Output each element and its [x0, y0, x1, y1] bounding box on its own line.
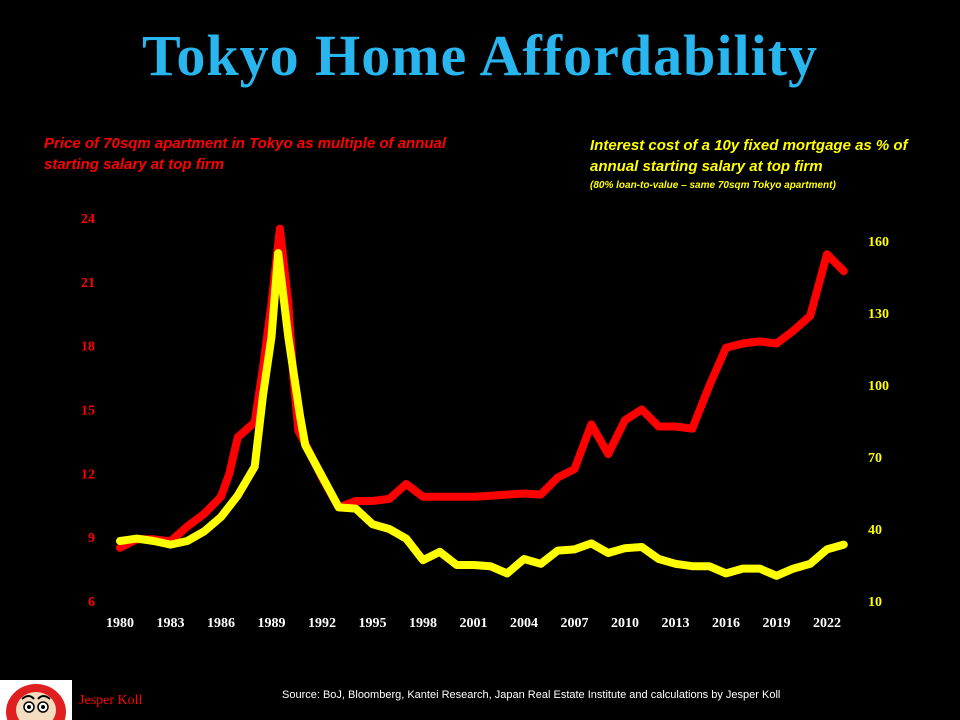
daruma-logo [0, 680, 72, 720]
left-axis-tick-label: 21 [81, 276, 95, 291]
x-axis-tick-label: 2010 [611, 616, 639, 631]
right-axis-tick-label: 130 [868, 307, 889, 322]
interest-cost-series-line [116, 249, 848, 580]
right-axis-tick-label: 10 [868, 595, 882, 610]
right-axis-tick-label: 160 [868, 235, 889, 250]
right-axis-subdescription: (80% loan-to-value – same 70sqm Tokyo ap… [590, 180, 836, 191]
price-multiple-series-line [116, 224, 848, 552]
x-axis-tick-label: 2022 [813, 616, 841, 631]
left-axis-tick-label: 24 [81, 212, 95, 227]
x-axis-tick-label: 1980 [106, 616, 134, 631]
right-axis-tick-label: 100 [868, 379, 889, 394]
right-axis-tick-label: 40 [868, 523, 882, 538]
x-axis-tick-label: 2001 [460, 616, 488, 631]
chart-title: Tokyo Home Affordability [141, 23, 819, 88]
left-axis-description: Price of 70sqm apartment in Tokyo as mul… [44, 135, 447, 173]
x-axis-tick-label: 2013 [662, 616, 690, 631]
left-axis-tick-label: 12 [81, 467, 95, 482]
x-axis-tick-label: 1986 [207, 616, 235, 631]
x-axis-tick-label: 2019 [763, 616, 791, 631]
x-axis-tick-label: 2007 [561, 616, 589, 631]
left-axis-tick-label: 6 [88, 595, 95, 610]
line-chart: 6 9 12 15 18 21 24 10 40 70 100 130 160 1980 1983 1986 1… [81, 212, 889, 631]
x-axis-tick-label: 1983 [157, 616, 185, 631]
x-axis-tick-label: 1989 [258, 616, 286, 631]
left-axis-tick-label: 15 [81, 404, 95, 419]
left-axis-tick-label: 9 [88, 531, 95, 546]
x-axis-tick-label: 1995 [359, 616, 387, 631]
left-axis-tick-label: 18 [81, 340, 95, 355]
right-axis-description: Interest cost of a 10y fixed mortgage as… [590, 137, 908, 175]
x-axis-tick-label: 1992 [308, 616, 336, 631]
author-name: Jesper Koll [79, 693, 143, 708]
x-axis-tick-label: 2016 [712, 616, 740, 631]
right-axis-tick-label: 70 [868, 451, 882, 466]
x-axis-tick-label: 1998 [409, 616, 437, 631]
x-axis-tick-label: 2004 [510, 616, 538, 631]
source-note: Source: BoJ, Bloomberg, Kantei Research,… [282, 689, 781, 701]
